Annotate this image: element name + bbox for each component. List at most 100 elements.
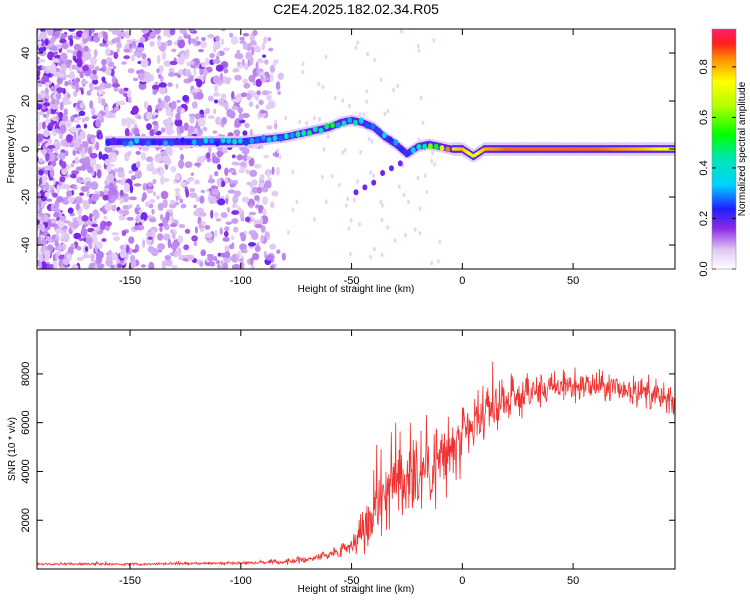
noise-blob <box>54 143 61 151</box>
spectrogram-panel: -150 -100 -50 0 50 -40 -20 0 20 40 Height of stra… <box>6 28 676 295</box>
noise-blob <box>176 99 181 103</box>
noise-blob <box>140 264 146 268</box>
noise-blob <box>169 199 176 205</box>
noise-blob <box>138 209 143 213</box>
noise-blob <box>42 121 46 130</box>
noise-blob <box>82 65 90 72</box>
noise-blob <box>37 113 40 123</box>
noise-blob <box>381 203 384 208</box>
noise-blob <box>403 232 407 238</box>
noise-blob <box>56 196 64 203</box>
noise-blob <box>157 97 162 105</box>
noise-blob <box>153 29 161 35</box>
noise-blob <box>379 77 383 82</box>
noise-blob <box>50 103 58 110</box>
noise-blob <box>63 108 68 117</box>
noise-blob <box>233 129 241 136</box>
noise-blob <box>44 87 49 96</box>
noise-blob <box>75 202 80 211</box>
noise-blob <box>50 160 57 167</box>
noise-blob <box>171 48 177 53</box>
noise-blob <box>349 251 352 257</box>
noise-blob <box>423 173 427 178</box>
noise-blob <box>167 238 172 249</box>
noise-blob <box>87 146 93 155</box>
noise-blob <box>252 29 258 36</box>
noise-blob <box>221 180 226 187</box>
ridge-core <box>399 146 405 153</box>
noise-blob <box>58 254 64 260</box>
x-tick-label: -50 <box>344 575 360 587</box>
noise-blob <box>232 98 241 103</box>
colorbar-tick-label: 0.4 <box>698 160 710 175</box>
noise-blob <box>140 59 149 68</box>
noise-blob <box>254 95 260 101</box>
noise-blob <box>74 156 79 165</box>
noise-blob <box>432 38 436 43</box>
noise-blob <box>62 115 69 122</box>
noise-blob <box>97 94 102 104</box>
noise-blob <box>207 34 215 39</box>
noise-blob <box>135 150 141 155</box>
snr-x-axis-label: Height of straight line (km) <box>298 584 415 595</box>
noise-blob <box>70 173 77 179</box>
noise-blob <box>95 118 101 128</box>
noise-blob <box>157 233 164 241</box>
noise-blob <box>90 181 99 190</box>
noise-blob <box>380 252 384 257</box>
noise-blob <box>157 243 166 250</box>
noise-blob <box>91 106 96 116</box>
noise-blob <box>59 52 68 62</box>
noise-blob <box>113 37 121 43</box>
noise-blob <box>56 184 60 194</box>
noise-blob <box>240 162 246 167</box>
noise-blob <box>138 82 147 90</box>
noise-blob <box>73 185 78 190</box>
ridge-core <box>249 137 255 144</box>
noise-blob <box>291 207 295 212</box>
ridge-core <box>364 122 370 129</box>
noise-blob <box>269 243 277 250</box>
noise-blob <box>287 230 290 235</box>
noise-blob <box>78 237 84 242</box>
noise-blob <box>183 244 190 251</box>
noise-blob <box>271 190 279 197</box>
noise-blob <box>187 125 195 134</box>
noise-blob <box>60 139 66 147</box>
noise-blob <box>74 119 80 124</box>
noise-blob <box>202 75 207 81</box>
noise-blob <box>264 180 272 189</box>
ridge-core <box>186 138 191 145</box>
noise-blob <box>249 257 254 266</box>
noise-blob <box>38 110 45 116</box>
spectrogram-axes: -150 -100 -50 0 50 -40 -20 0 20 40 <box>20 29 675 287</box>
noise-blob <box>98 151 103 160</box>
noise-blob <box>46 198 53 202</box>
ridge-core <box>422 143 428 150</box>
noise-blob <box>32 191 36 198</box>
noise-blob <box>255 104 259 109</box>
noise-blob <box>85 233 91 239</box>
noise-blob <box>67 246 74 256</box>
noise-blob <box>97 112 102 121</box>
noise-blob <box>238 258 244 263</box>
noise-blob <box>200 228 205 232</box>
noise-blob <box>167 116 173 125</box>
noise-blob <box>129 258 137 268</box>
noise-blob <box>64 184 71 190</box>
noise-blob <box>176 74 182 78</box>
noise-blob <box>191 235 198 242</box>
noise-blob <box>170 215 174 223</box>
noise-blob <box>37 196 40 204</box>
noise-blob <box>58 152 66 160</box>
colorbar-gradient <box>712 29 736 269</box>
x-tick-label: -100 <box>230 575 252 587</box>
noise-blob <box>343 148 347 153</box>
branch-point <box>362 184 368 191</box>
noise-blob <box>111 232 119 236</box>
noise-blob <box>180 153 185 161</box>
noise-blob <box>243 63 249 71</box>
noise-blob <box>341 150 345 155</box>
noise-blob <box>164 95 171 103</box>
noise-blob <box>116 263 123 268</box>
